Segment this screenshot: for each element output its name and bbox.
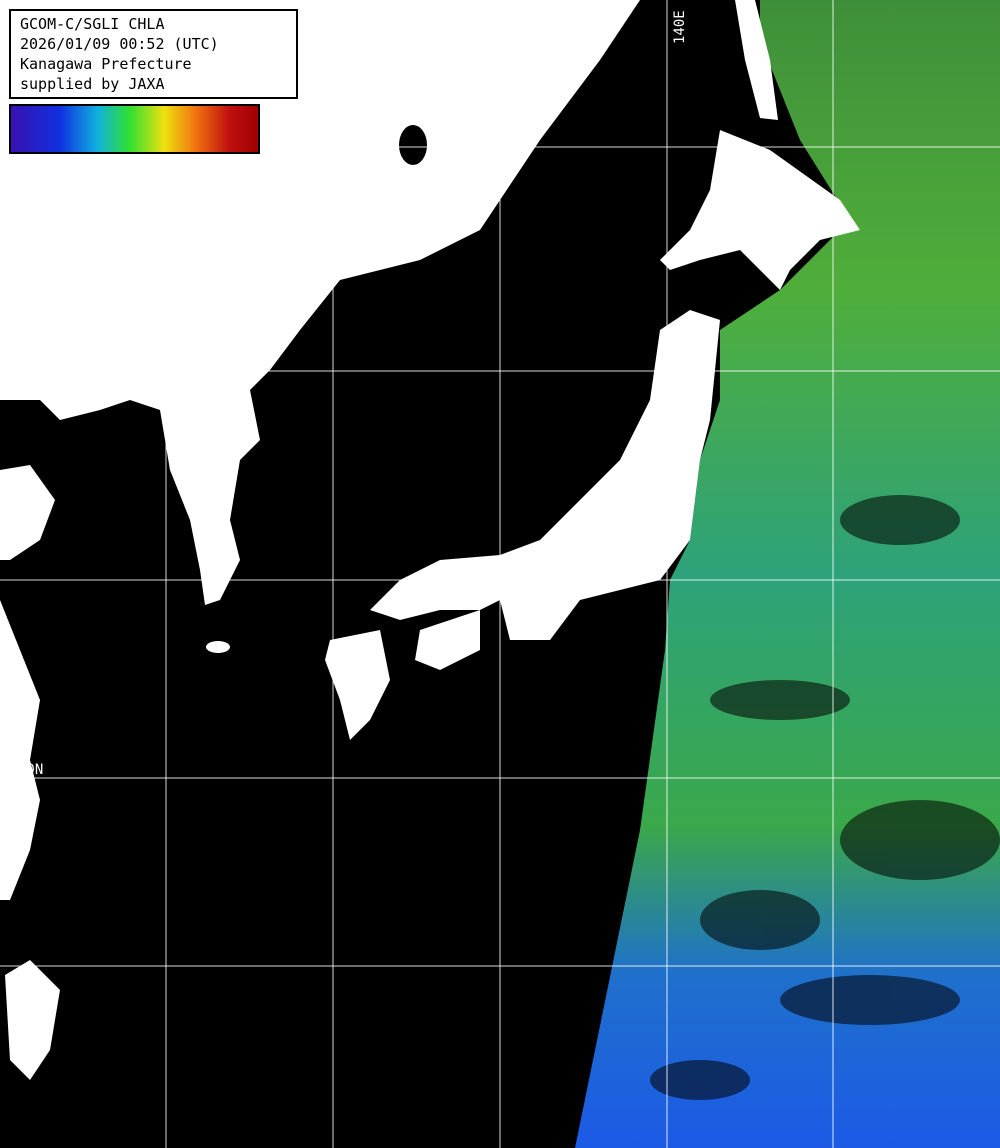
legend-box xyxy=(9,9,298,99)
lat-label: 30N xyxy=(18,762,43,778)
legend-line: supplied by JAXA xyxy=(20,75,165,93)
lon-label: 140E xyxy=(672,10,688,44)
legend-line: Kanagawa Prefecture xyxy=(20,55,192,73)
lat-label: 40N xyxy=(12,355,37,371)
cloud-gaps xyxy=(650,495,1000,1100)
color-bar xyxy=(9,104,260,154)
legend-line: 2026/01/09 00:52 (UTC) xyxy=(20,35,219,53)
legend-line: GCOM-C/SGLI CHLA xyxy=(20,15,165,33)
